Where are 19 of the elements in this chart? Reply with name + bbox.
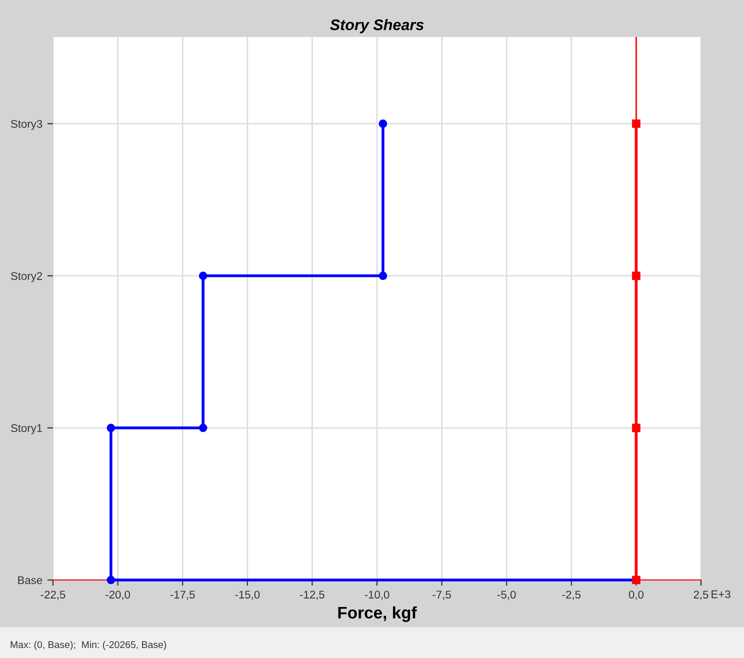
x-tick-label: -20,0 (106, 590, 130, 600)
text: E+3 (712, 590, 730, 598)
x-tick-label: -12,5 (300, 590, 324, 600)
text: Max: (0, Base); Min: (-20265, Base) (10, 640, 166, 650)
x-tick-label: -17,5 (170, 590, 195, 600)
y-tick-label: Story3 (10, 120, 42, 130)
x-tick-label: -15,0 (235, 590, 260, 600)
x-tick-label: -22,5 (40, 590, 66, 600)
y-tick-label: Story1 (10, 424, 42, 434)
x-tick-label: 2,5 (694, 590, 708, 600)
y-tick-label: Base (18, 576, 42, 584)
x-axis-title: Force, kgf (338, 606, 417, 622)
y-tick-label: Story2 (10, 272, 42, 282)
x-tick-label: -2,5 (562, 590, 581, 600)
x-tick-label: -10,0 (364, 590, 390, 600)
chart-title: Story Shears (330, 18, 424, 34)
x-tick-label: 0,0 (628, 590, 644, 600)
x-tick-label: -7,5 (432, 590, 451, 600)
x-tick-label: -5,0 (498, 590, 516, 600)
